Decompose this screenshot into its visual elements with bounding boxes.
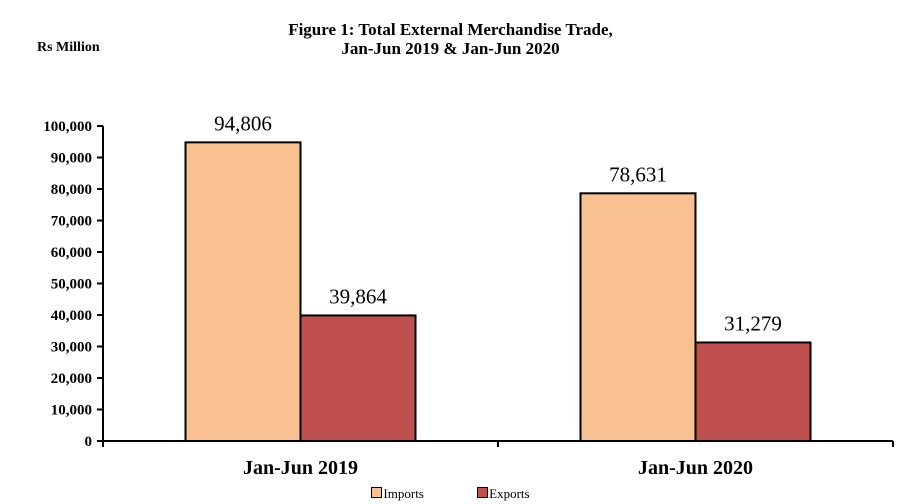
legend-label-imports: Imports (383, 486, 424, 501)
legend-item-exports: Exports (477, 486, 530, 501)
legend-swatch-imports (371, 487, 383, 498)
y-tick-label: 0 (85, 434, 93, 450)
legend-item-imports: Imports (371, 486, 424, 501)
y-tick-label: 70,000 (51, 214, 92, 230)
chart-title-line-1: Figure 1: Total External Merchandise Tra… (288, 20, 613, 39)
legend-swatch-exports (477, 487, 489, 498)
chart-title: Figure 1: Total External Merchandise Tra… (0, 20, 901, 58)
y-tick-label: 50,000 (51, 277, 92, 293)
y-tick-label: 40,000 (51, 308, 92, 324)
y-tick-label: 100,000 (43, 119, 92, 135)
legend: Imports Exports (0, 487, 901, 501)
data-label: 78,631 (609, 162, 667, 186)
data-label: 39,864 (329, 284, 387, 308)
y-tick-label: 80,000 (51, 182, 92, 198)
y-tick-label: 10,000 (51, 403, 92, 419)
y-tick-label: 30,000 (51, 340, 92, 356)
x-category-label: Jan-Jun 2019 (243, 457, 358, 479)
data-label: 31,279 (724, 311, 782, 335)
bar-exports (694, 341, 812, 443)
y-tick-label: 90,000 (51, 151, 92, 167)
bar-imports (184, 141, 302, 442)
legend-label-exports: Exports (489, 486, 530, 501)
chart-title-line-2: Jan-Jun 2019 & Jan-Jun 2020 (341, 39, 560, 58)
y-axis-unit-label: Rs Million (37, 40, 100, 55)
bar-exports (299, 314, 417, 443)
bar-imports (579, 192, 697, 442)
data-label: 94,806 (214, 111, 272, 135)
y-tick-label: 60,000 (51, 245, 92, 261)
y-tick-label: 20,000 (51, 371, 92, 387)
x-category-label: Jan-Jun 2020 (638, 457, 753, 479)
